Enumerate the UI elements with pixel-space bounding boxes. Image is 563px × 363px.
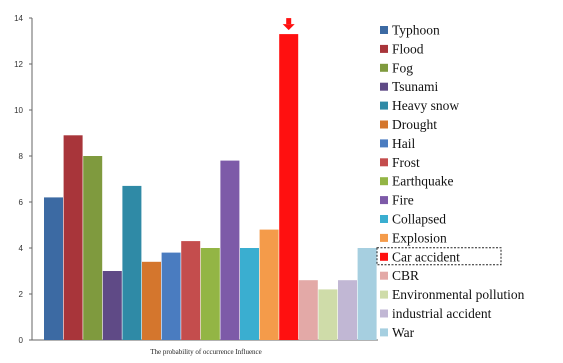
legend-label-hail: Hail: [392, 136, 415, 151]
bar-typhoon: [44, 197, 63, 340]
legend-swatch-tsunami: [380, 82, 388, 91]
bar-frost: [181, 241, 201, 340]
bar-fire: [220, 160, 240, 340]
bar-collapsed: [240, 248, 259, 340]
y-axis-ticks: 0 2 4 6 8 10 12 14: [14, 14, 32, 345]
legend-swatch-industrial-accident: [380, 309, 388, 318]
legend-swatch-war: [380, 328, 388, 337]
bar-drought: [142, 261, 161, 340]
legend-swatch-hail: [380, 139, 388, 148]
x-axis-caption: The probability of occurrence Influence: [150, 348, 262, 356]
highlight-marker: [282, 18, 295, 31]
legend-swatch-fire: [380, 196, 388, 205]
bar-environmental-pollution: [318, 289, 338, 340]
bar-industrial-accident: [338, 280, 357, 340]
legend-label-flood: Flood: [392, 41, 424, 56]
bar-flood: [63, 135, 83, 340]
legend-label-car-accident: Car accident: [392, 249, 460, 264]
legend-swatch-car-accident: [380, 252, 388, 261]
legend-highlight-box: [376, 247, 502, 266]
y-tick-label: 0: [19, 336, 24, 345]
legend-label-frost: Frost: [392, 155, 420, 170]
legend-swatch-flood: [380, 44, 388, 53]
bar-explosion: [259, 229, 279, 340]
y-tick-label: 8: [19, 152, 24, 161]
legend-swatch-explosion: [380, 233, 388, 242]
legend-swatch-environmental-pollution: [380, 290, 388, 299]
legend-swatch-heavy-snow: [380, 101, 388, 110]
legend: Typhoon Flood Fog Tsunami Heavy snow Drought H…: [376, 23, 525, 340]
bar-car-accident: [279, 34, 299, 340]
bar-fog: [83, 156, 103, 340]
bar-earthquake: [200, 248, 220, 340]
legend-swatch-frost: [380, 158, 388, 167]
legend-label-fog: Fog: [392, 60, 413, 75]
legend-label-drought: Drought: [392, 117, 437, 132]
legend-label-environmental-pollution: Environmental pollution: [392, 287, 525, 302]
y-tick-label: 12: [14, 60, 23, 69]
bar-tsunami: [102, 271, 122, 340]
legend-swatch-cbr: [380, 271, 388, 280]
legend-label-typhoon: Typhoon: [392, 23, 440, 38]
bars: [44, 34, 377, 340]
legend-label-fire: Fire: [392, 193, 414, 208]
legend-swatch-drought: [380, 120, 388, 129]
highlight-arrow-icon: [282, 24, 295, 31]
bar-cbr: [298, 280, 318, 340]
y-tick-label: 6: [19, 198, 24, 207]
legend-label-tsunami: Tsunami: [392, 79, 439, 94]
legend-label-industrial-accident: industrial accident: [392, 306, 492, 321]
y-tick-label: 4: [19, 244, 24, 253]
bar-heavy-snow: [122, 185, 142, 340]
highlight-arrow-stem: [286, 18, 292, 25]
legend-label-collapsed: Collapsed: [392, 212, 446, 227]
legend-swatch-earthquake: [380, 177, 388, 186]
legend-label-heavy-snow: Heavy snow: [392, 98, 459, 113]
legend-swatch-typhoon: [380, 26, 388, 34]
legend-label-cbr: CBR: [392, 268, 419, 283]
bar-hail: [161, 252, 181, 340]
y-tick-label: 14: [14, 14, 23, 23]
y-tick-label: 2: [19, 290, 24, 299]
legend-label-earthquake: Earthquake: [392, 174, 453, 189]
bar-war: [357, 248, 377, 340]
legend-label-explosion: Explosion: [392, 230, 447, 245]
legend-label-war: War: [392, 325, 415, 340]
legend-swatch-fog: [380, 63, 388, 72]
legend-swatch-collapsed: [380, 215, 388, 223]
y-tick-label: 10: [14, 106, 23, 115]
